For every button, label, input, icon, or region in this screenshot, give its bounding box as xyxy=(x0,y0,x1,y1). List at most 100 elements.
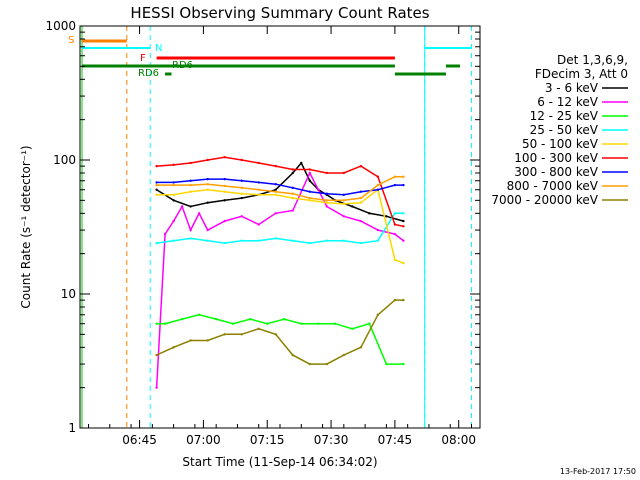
data-point xyxy=(206,201,209,204)
data-point xyxy=(274,237,277,240)
legend-label: 800 - 7000 keV xyxy=(507,179,599,193)
data-point xyxy=(376,188,380,191)
data-point xyxy=(172,239,175,242)
data-point xyxy=(274,190,277,193)
data-point xyxy=(385,362,388,366)
data-point xyxy=(291,353,294,357)
data-point xyxy=(368,212,371,215)
data-point xyxy=(155,353,158,357)
y-axis-label: Count Rate (s⁻¹ detector⁻¹) xyxy=(19,145,33,308)
data-point xyxy=(402,362,405,366)
data-point xyxy=(368,322,371,325)
data-point xyxy=(240,333,243,336)
data-point xyxy=(308,171,311,175)
data-point xyxy=(189,179,192,182)
series-line-2 xyxy=(156,314,404,365)
data-point xyxy=(393,232,397,236)
x-tick-label: 07:30 xyxy=(314,433,349,447)
data-point xyxy=(393,258,397,261)
data-point xyxy=(402,219,405,223)
data-point xyxy=(291,168,294,171)
x-tick-label: 06:45 xyxy=(122,433,157,447)
data-point xyxy=(342,202,346,206)
data-point xyxy=(172,193,175,196)
data-point xyxy=(359,164,363,168)
data-point xyxy=(249,317,252,321)
legend-label: 6 - 12 keV xyxy=(537,95,599,109)
data-point xyxy=(359,219,363,223)
data-point xyxy=(197,313,201,316)
data-point xyxy=(402,261,405,265)
annotation-label: RD6 xyxy=(172,60,193,71)
data-point xyxy=(334,322,337,325)
x-tick-label: 07:15 xyxy=(250,433,285,447)
series-line-8 xyxy=(156,299,404,365)
data-point xyxy=(308,199,311,202)
data-point xyxy=(317,188,320,191)
data-point xyxy=(308,179,311,182)
data-point xyxy=(206,158,209,162)
data-point xyxy=(189,228,192,232)
data-point xyxy=(189,237,192,240)
data-point xyxy=(274,333,277,336)
data-point xyxy=(155,164,158,168)
data-point xyxy=(308,362,311,366)
data-point xyxy=(257,239,260,242)
data-point xyxy=(325,201,329,204)
data-point xyxy=(223,241,226,245)
x-tick-label: 07:45 xyxy=(378,433,413,447)
data-point xyxy=(325,192,329,195)
data-point xyxy=(342,239,346,242)
data-point xyxy=(342,171,346,175)
data-point xyxy=(172,199,175,202)
data-point xyxy=(172,219,175,223)
data-point xyxy=(206,177,209,181)
data-point xyxy=(376,175,380,178)
data-point xyxy=(393,298,397,302)
data-point xyxy=(257,327,260,330)
data-point xyxy=(172,183,175,187)
data-point xyxy=(342,353,346,357)
axis-ticks: 06:45 07:00 07:15 07:30 07:45 08:00 1 10 100 1000 xyxy=(45,19,480,447)
data-point xyxy=(402,183,405,187)
data-point xyxy=(402,239,405,242)
data-point xyxy=(291,239,294,242)
data-point xyxy=(206,188,209,191)
data-point xyxy=(376,183,380,187)
series-line-0 xyxy=(156,161,404,222)
x-axis-label: Start Time (11-Sep-14 06:34:02) xyxy=(182,455,377,469)
data-point xyxy=(206,228,209,232)
data-point xyxy=(291,192,294,195)
data-point xyxy=(257,193,260,196)
data-point xyxy=(325,199,329,202)
data-point xyxy=(308,241,311,245)
legend-label: 12 - 25 keV xyxy=(530,109,599,123)
data-point xyxy=(385,215,388,218)
data-point xyxy=(240,196,243,200)
data-point xyxy=(393,212,397,215)
data-point xyxy=(257,223,260,226)
annotation-label: RD6 xyxy=(138,68,159,79)
data-point xyxy=(359,196,363,200)
data-point xyxy=(180,205,184,208)
data-point xyxy=(402,225,405,228)
legend-label: 3 - 6 keV xyxy=(545,81,599,95)
data-point xyxy=(351,327,354,330)
data-point xyxy=(342,215,346,218)
data-point xyxy=(206,339,209,342)
data-point xyxy=(402,175,405,178)
data-point xyxy=(393,183,397,187)
x-tick-label: 08:00 xyxy=(441,433,476,447)
data-point xyxy=(240,179,243,182)
series-line-1 xyxy=(155,171,404,388)
data-point xyxy=(308,190,311,193)
chart-title: HESSI Observing Summary Count Rates xyxy=(130,4,429,22)
annotation-label: F xyxy=(140,53,146,64)
data-point xyxy=(291,186,294,190)
data-point xyxy=(223,219,226,223)
data-point xyxy=(206,182,209,186)
data-point xyxy=(351,205,354,208)
data-point xyxy=(240,192,243,195)
data-point xyxy=(206,239,209,242)
